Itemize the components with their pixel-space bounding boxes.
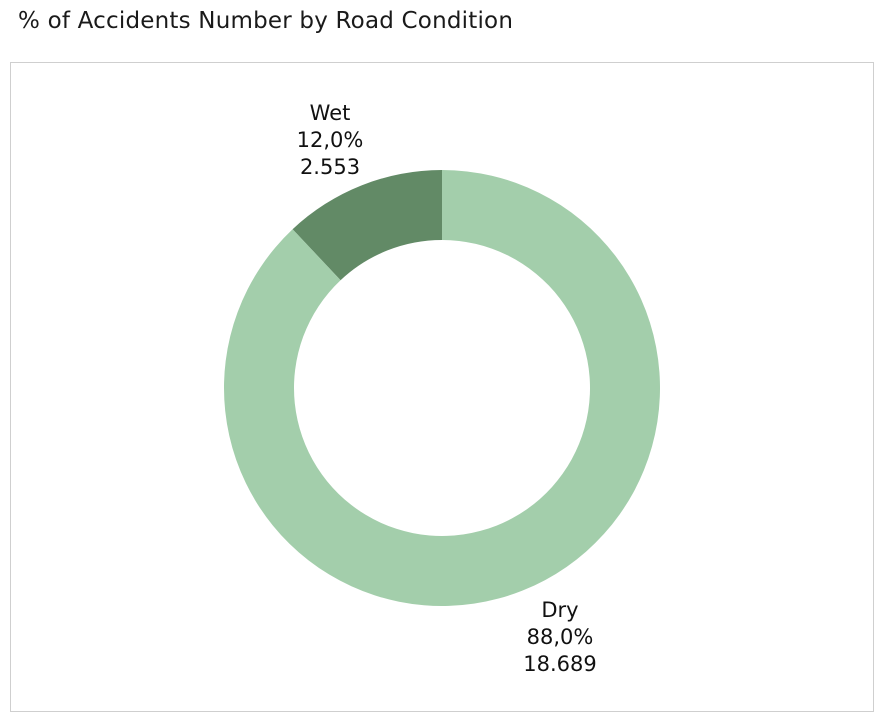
slice-count-dry: 18.689: [523, 652, 596, 676]
slice-wet: [292, 170, 442, 281]
slice-label-wet: Wet: [310, 101, 351, 125]
slice-label-dry: Dry: [541, 598, 578, 622]
donut-slices: [223, 170, 661, 606]
slice-percent-wet: 12,0%: [297, 128, 364, 152]
slice-dry: [223, 170, 661, 606]
chart-title: % of Accidents Number by Road Condition: [18, 8, 514, 34]
slice-percent-dry: 88,0%: [527, 625, 594, 649]
slice-labels: Wet 12,0% 2.553 Dry 88,0% 18.689: [297, 101, 597, 676]
slice-count-wet: 2.553: [300, 155, 360, 179]
